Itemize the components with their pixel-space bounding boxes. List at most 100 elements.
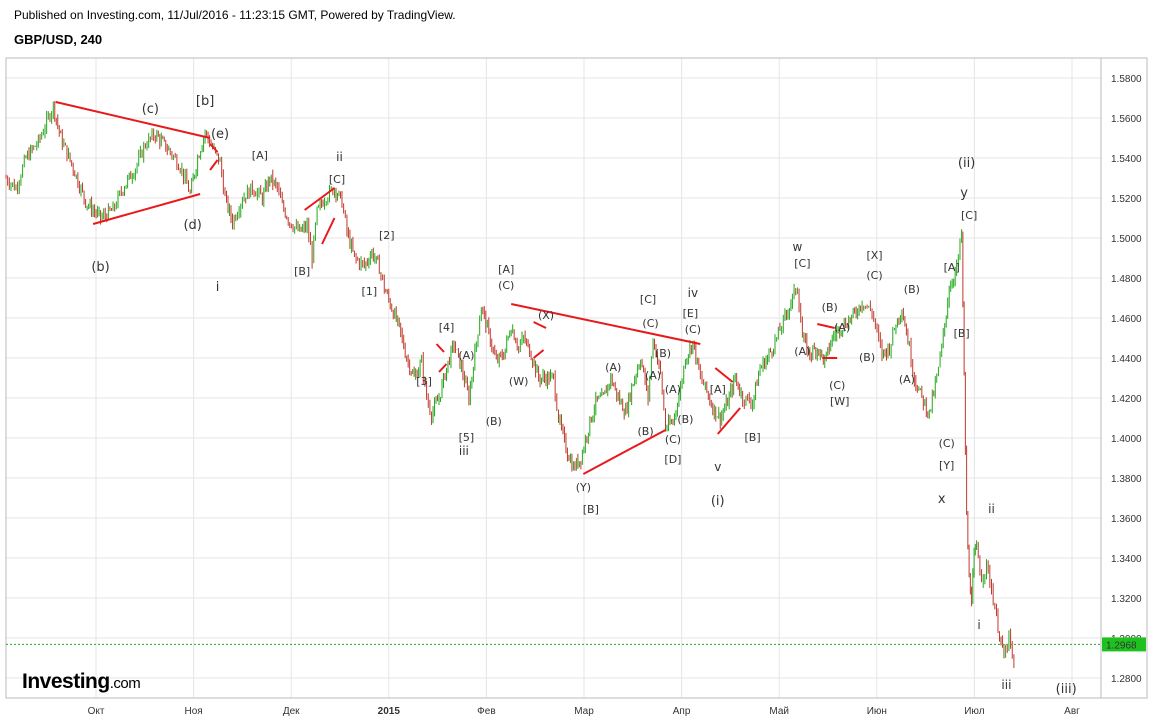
y-tick-label: 1.3200 <box>1111 594 1142 605</box>
wave-label: (B) <box>822 301 838 314</box>
wave-label: [C] <box>329 173 345 186</box>
wave-label: (W) <box>509 375 528 388</box>
trendline <box>582 429 666 475</box>
trendline <box>533 321 547 329</box>
wave-label: [Y] <box>939 459 954 472</box>
chart-grid <box>6 58 1101 698</box>
y-tick-label: 1.5000 <box>1111 234 1142 245</box>
last-price-badge: 1.2968 <box>1102 637 1146 652</box>
x-tick-label: 2015 <box>378 706 401 717</box>
trendline <box>209 159 219 171</box>
wave-label: [A] <box>710 383 726 396</box>
wave-label: (iii) <box>1056 682 1077 697</box>
logo-main: Investing <box>22 670 110 693</box>
wave-label: (b) <box>91 260 109 275</box>
trendline-group <box>55 101 838 475</box>
wave-label: (d) <box>183 218 201 233</box>
trendline <box>92 193 201 225</box>
wave-label: [2] <box>379 229 395 242</box>
price-axis-border <box>1100 57 1148 699</box>
x-tick-label: Ноя <box>184 706 202 717</box>
y-tick-label: 1.2800 <box>1111 674 1142 685</box>
wave-label: (A) <box>605 361 621 374</box>
candle-series <box>5 100 1015 668</box>
wave-label: ii <box>336 150 343 164</box>
x-tick-label: Авг <box>1064 706 1080 717</box>
x-tick-label: Май <box>769 706 789 717</box>
wave-label: v <box>714 460 721 474</box>
y-tick-label: 1.4800 <box>1111 274 1142 285</box>
published-info: Published on Investing.com, 11/Jul/2016 … <box>14 8 456 22</box>
wave-label: (C) <box>866 269 882 282</box>
wave-label: (e) <box>211 127 229 142</box>
wave-label: (A) <box>834 321 850 334</box>
last-price-label: 1.2968 <box>1106 640 1137 651</box>
trendline <box>817 323 835 329</box>
wave-label: (B) <box>486 415 502 428</box>
wave-label: (ii) <box>958 156 975 171</box>
trendline <box>716 407 741 435</box>
wave-label: [B] <box>294 265 310 278</box>
wave-label: ii <box>988 502 995 516</box>
x-tick-label: Мар <box>574 706 594 717</box>
trendline <box>55 101 211 139</box>
y-tick-label: 1.5600 <box>1111 114 1142 125</box>
x-tick-label: Окт <box>88 706 105 717</box>
wave-label: [B] <box>745 431 761 444</box>
trendline <box>304 187 336 211</box>
wave-label: (C) <box>642 317 658 330</box>
wave-label: [C] <box>961 209 977 222</box>
wave-label: (C) <box>939 437 955 450</box>
wave-label: [E] <box>683 307 699 320</box>
wave-label: iii <box>1001 678 1011 692</box>
price-axis: 1.5800 1.5600 1.5400 1.5200 1.5000 1.4800 1.46… <box>1111 74 1142 685</box>
x-tick-label: Июл <box>964 706 984 717</box>
wave-label: [A] <box>944 261 960 274</box>
trendline <box>438 363 448 373</box>
wave-label: (A) <box>665 383 681 396</box>
y-tick-label: 1.4000 <box>1111 434 1142 445</box>
wave-label: (B) <box>859 351 875 364</box>
y-tick-label: 1.5400 <box>1111 154 1142 165</box>
y-tick-label: 1.4400 <box>1111 354 1142 365</box>
wave-label: i <box>216 280 220 295</box>
wave-label: (A) <box>645 369 661 382</box>
logo-suffix: .com <box>109 675 141 692</box>
wave-label: (A) <box>899 373 915 386</box>
wave-label: i <box>977 618 980 632</box>
wave-label: (C) <box>498 279 514 292</box>
wave-label: [X] <box>866 249 882 262</box>
wave-label: (C) <box>665 433 681 446</box>
trendline <box>435 343 445 353</box>
wave-label: (A) <box>458 349 474 362</box>
wave-label: [B] <box>583 503 599 516</box>
wave-label: (B) <box>677 413 693 426</box>
wave-label: (B) <box>904 283 920 296</box>
wave-label: [C] <box>640 293 656 306</box>
x-tick-label: Дек <box>283 706 300 717</box>
wave-label: [1] <box>362 285 378 298</box>
wave-label: [b] <box>196 94 214 109</box>
trendline <box>532 349 545 359</box>
wave-label: (i) <box>711 494 725 509</box>
time-axis: Окт Ноя Дек 2015 Фев Мар Апр Май Июн Июл Авг <box>88 706 1081 717</box>
wave-label: (X) <box>538 309 554 322</box>
y-tick-label: 1.5800 <box>1111 74 1142 85</box>
y-tick-label: 1.3600 <box>1111 514 1142 525</box>
wave-label: [D] <box>664 453 681 466</box>
wave-label: [A] <box>252 149 268 162</box>
x-tick-label: Июн <box>867 706 887 717</box>
x-tick-label: Апр <box>673 706 691 717</box>
y-tick-label: 1.5200 <box>1111 194 1142 205</box>
wave-label: iii <box>459 444 469 458</box>
y-tick-label: 1.4600 <box>1111 314 1142 325</box>
y-tick-label: 1.3800 <box>1111 474 1142 485</box>
wave-label: (B) <box>655 347 671 360</box>
trendline <box>209 143 219 153</box>
wave-label: [4] <box>439 321 455 334</box>
wave-label: [C] <box>794 257 810 270</box>
wave-label: (B) <box>638 425 654 438</box>
wave-label: (C) <box>829 379 845 392</box>
wave-label: y <box>960 186 968 201</box>
